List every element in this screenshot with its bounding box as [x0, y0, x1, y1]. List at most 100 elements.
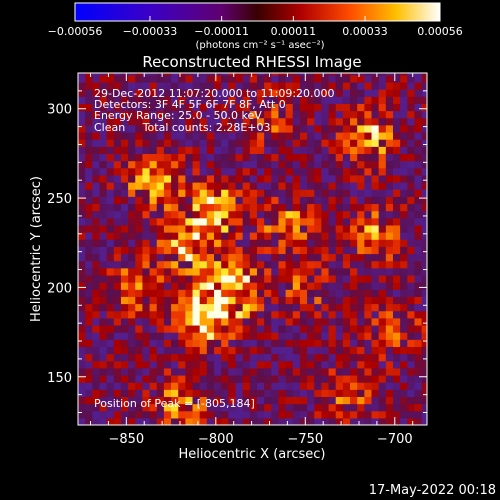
heatmap-cell — [321, 267, 330, 276]
y-tick-label: 250 — [47, 192, 72, 207]
heatmap-cell — [364, 382, 373, 390]
heatmap-cell — [264, 203, 272, 212]
heatmap-cell — [85, 303, 93, 312]
heatmap-cell — [357, 153, 365, 162]
heatmap-cell — [414, 396, 423, 405]
heatmap-cell — [171, 96, 179, 104]
heatmap-cell — [364, 246, 373, 255]
heatmap-cell — [135, 310, 144, 319]
heatmap-cell — [328, 374, 337, 383]
heatmap-cell — [321, 153, 330, 162]
heatmap-cell — [85, 124, 93, 133]
heatmap-cell — [400, 73, 408, 76]
heatmap-cell — [206, 332, 215, 340]
heatmap-cell — [342, 324, 351, 333]
heatmap-cell — [78, 181, 86, 190]
heatmap-cell — [199, 73, 208, 76]
heatmap-cell — [321, 181, 330, 190]
heatmap-cell — [163, 203, 172, 212]
heatmap-cell — [342, 267, 351, 276]
heatmap-cell — [163, 210, 172, 219]
heatmap-cell — [156, 360, 165, 369]
heatmap-cell — [78, 239, 86, 247]
heatmap-cell — [357, 382, 365, 390]
heatmap-cell — [350, 260, 358, 269]
heatmap-cell — [128, 332, 136, 340]
heatmap-cell — [214, 396, 222, 405]
heatmap-cell — [328, 267, 337, 276]
heatmap-cell — [92, 160, 101, 169]
heatmap-cell — [249, 160, 258, 169]
colorbar-ticks: −0.00056 −0.00033 −0.00011 0.00011 0.00033 0.… — [48, 16, 463, 38]
heatmap-cell — [242, 317, 251, 326]
heatmap-cell — [407, 153, 416, 162]
heatmap-cell — [235, 324, 244, 333]
heatmap-cell — [92, 253, 101, 262]
heatmap-cell — [256, 203, 265, 212]
heatmap-cell — [328, 117, 337, 126]
heatmap-cell — [414, 282, 423, 290]
heatmap-cell — [106, 410, 115, 419]
heatmap-cell — [371, 332, 380, 340]
heatmap-cell — [92, 73, 101, 76]
heatmap-cell — [392, 324, 401, 333]
heatmap-cell — [314, 296, 323, 305]
heatmap-cell — [120, 367, 129, 376]
heatmap-cell — [85, 89, 93, 97]
heatmap-cell — [256, 324, 265, 333]
heatmap-cell — [350, 89, 358, 97]
annotation-time-range: 29-Dec-2012 11:07:20.000 to 11:09:20.000 — [94, 87, 335, 100]
heatmap-cell — [142, 389, 151, 398]
heatmap-cell — [278, 232, 287, 240]
heatmap-cell — [414, 110, 423, 119]
heatmap-cell — [335, 96, 344, 104]
heatmap-cell — [221, 189, 229, 197]
heatmap-cell — [371, 253, 380, 262]
heatmap-cell — [199, 253, 208, 262]
x-tick-label: −750 — [287, 432, 323, 447]
heatmap-cell — [85, 267, 93, 276]
heatmap-cell — [328, 124, 337, 133]
heatmap-cell — [400, 303, 408, 312]
heatmap-cell — [285, 267, 294, 276]
heatmap-cell — [256, 232, 265, 240]
heatmap-cell — [78, 260, 86, 269]
heatmap-cell — [178, 139, 186, 147]
heatmap-cell — [163, 196, 172, 205]
heatmap-cell — [249, 117, 258, 126]
y-tick-label: 150 — [47, 371, 72, 386]
heatmap-cell — [171, 246, 179, 255]
heatmap-cell — [78, 217, 86, 226]
heatmap-cell — [307, 260, 315, 269]
heatmap-cell — [342, 210, 351, 219]
heatmap-cell — [228, 232, 237, 240]
heatmap-cell — [328, 74, 337, 83]
heatmap-cell — [307, 103, 315, 112]
heatmap-cell — [307, 181, 315, 190]
heatmap-cell — [142, 96, 151, 104]
heatmap-cell — [378, 203, 387, 212]
heatmap-cell — [199, 189, 208, 197]
heatmap-cell — [128, 296, 136, 305]
heatmap-cell — [249, 81, 258, 90]
heatmap-cell — [292, 253, 301, 262]
heatmap-cell — [206, 339, 215, 347]
heatmap-cell — [400, 367, 408, 376]
heatmap-cell — [249, 167, 258, 176]
heatmap-cell — [242, 282, 251, 290]
heatmap-cell — [142, 353, 151, 362]
heatmap-cell — [185, 139, 194, 147]
heatmap-cell — [142, 181, 151, 190]
heatmap-cell — [335, 239, 344, 247]
heatmap-cell — [106, 103, 115, 112]
heatmap-cell — [292, 217, 301, 226]
heatmap-cell — [328, 160, 337, 169]
heatmap-cell — [106, 360, 115, 369]
heatmap-cell — [228, 203, 237, 212]
heatmap-cell — [171, 296, 179, 305]
heatmap-cell — [99, 246, 108, 255]
heatmap-cell — [392, 353, 401, 362]
heatmap-cell — [371, 232, 380, 240]
heatmap-cell — [264, 146, 272, 155]
heatmap-cell — [407, 232, 416, 240]
